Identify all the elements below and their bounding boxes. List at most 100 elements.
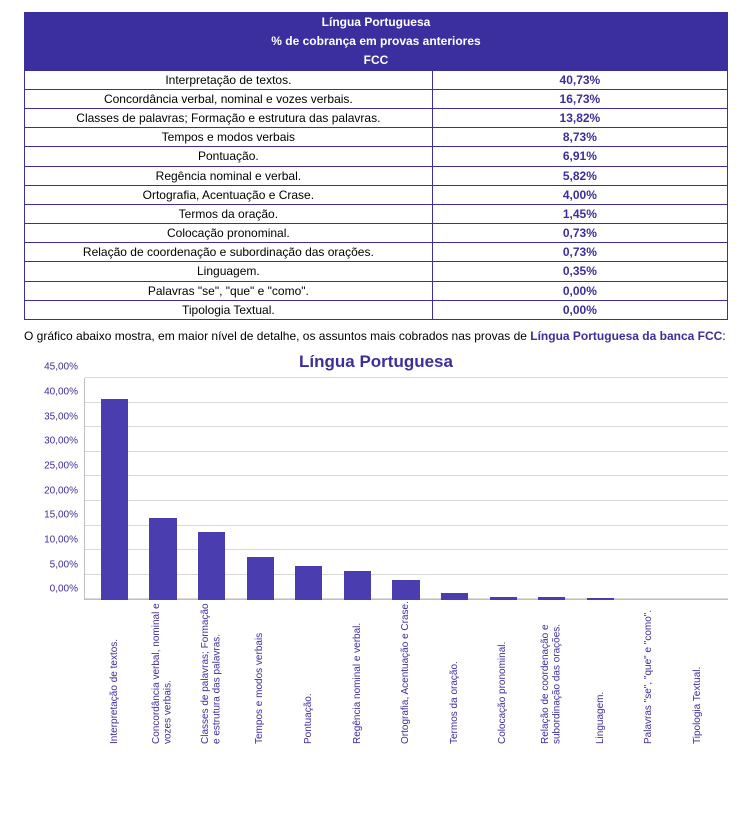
coverage-table: Língua Portuguesa % de cobrança em prova… xyxy=(24,12,728,320)
chart-bar-slot xyxy=(625,378,674,600)
table-header-3: FCC xyxy=(25,51,728,70)
chart-x-label-slot: Colocação pronominal. xyxy=(479,600,528,750)
table-row: Linguagem.0,35% xyxy=(25,262,728,281)
chart-plot-area: 0,00%5,00%10,00%15,00%20,00%25,00%30,00%… xyxy=(84,378,728,600)
table-header-1: Língua Portuguesa xyxy=(25,13,728,32)
table-cell-topic: Interpretação de textos. xyxy=(25,70,433,89)
chart-y-label: 15,00% xyxy=(44,510,84,521)
table-row: Termos da oração.1,45% xyxy=(25,204,728,223)
table-row: Palavras "se", "que" e "como".0,00% xyxy=(25,281,728,300)
chart-bar-slot xyxy=(139,378,188,600)
caption-pre: O gráfico abaixo mostra, em maior nível … xyxy=(24,329,530,343)
table-row: Concordância verbal, nominal e vozes ver… xyxy=(25,89,728,108)
chart-bar-slot xyxy=(382,378,431,600)
chart-x-label: Regência nominal e verbal. xyxy=(352,600,364,750)
chart-y-label: 10,00% xyxy=(44,534,84,545)
table-cell-topic: Tempos e modos verbais xyxy=(25,128,433,147)
chart-bar-slot xyxy=(333,378,382,600)
table-cell-value: 4,00% xyxy=(432,185,727,204)
table-cell-topic: Linguagem. xyxy=(25,262,433,281)
chart-x-label-slot: Palavras "se", "que" e "como". xyxy=(625,600,674,750)
table-cell-value: 0,73% xyxy=(432,224,727,243)
chart-y-label: 30,00% xyxy=(44,436,84,447)
table-cell-value: 40,73% xyxy=(432,70,727,89)
table-row: Tempos e modos verbais8,73% xyxy=(25,128,728,147)
chart-x-label: Pontuação. xyxy=(303,600,315,750)
chart-x-label: Tipologia Textual. xyxy=(692,600,704,750)
table-cell-value: 0,00% xyxy=(432,281,727,300)
chart-x-label: Classes de palavras; Formação e estrutur… xyxy=(200,600,223,750)
chart-bar-slot xyxy=(90,378,139,600)
table-cell-topic: Termos da oração. xyxy=(25,204,433,223)
table-cell-topic: Ortografia, Acentuação e Crase. xyxy=(25,185,433,204)
chart-bar xyxy=(295,566,322,600)
chart-bar xyxy=(149,518,176,601)
chart-bar xyxy=(344,571,371,600)
table-cell-value: 16,73% xyxy=(432,89,727,108)
chart-bar-slot xyxy=(284,378,333,600)
chart-x-label: Colocação pronominal. xyxy=(497,600,509,750)
chart-bar-slot xyxy=(236,378,285,600)
table-row: Pontuação.6,91% xyxy=(25,147,728,166)
table-header-2: % de cobrança em provas anteriores xyxy=(25,32,728,51)
table-row: Tipologia Textual.0,00% xyxy=(25,300,728,319)
chart-bar xyxy=(198,532,225,600)
chart-x-label-slot: Ortografia, Acentuação e Crase. xyxy=(382,600,431,750)
chart-bar xyxy=(101,399,128,600)
table-row: Ortografia, Acentuação e Crase.4,00% xyxy=(25,185,728,204)
chart-x-label-slot: Regência nominal e verbal. xyxy=(333,600,382,750)
chart-x-label: Termos da oração. xyxy=(449,600,461,750)
table-cell-topic: Pontuação. xyxy=(25,147,433,166)
table-row: Regência nominal e verbal.5,82% xyxy=(25,166,728,185)
chart-y-label: 40,00% xyxy=(44,386,84,397)
chart-x-label: Ortografia, Acentuação e Crase. xyxy=(400,600,412,750)
table-cell-value: 0,35% xyxy=(432,262,727,281)
chart-x-label: Concordância verbal, nominal e vozes ver… xyxy=(151,600,174,750)
chart-bar-slot xyxy=(576,378,625,600)
chart-bar-slot xyxy=(673,378,722,600)
chart-y-label: 20,00% xyxy=(44,485,84,496)
chart-x-label: Tempos e modos verbais xyxy=(254,600,266,750)
table-cell-topic: Palavras "se", "que" e "como". xyxy=(25,281,433,300)
table-cell-value: 8,73% xyxy=(432,128,727,147)
chart-x-label-slot: Concordância verbal, nominal e vozes ver… xyxy=(139,600,188,750)
chart-title: Língua Portuguesa xyxy=(24,352,728,372)
table-row: Relação de coordenação e subordinação da… xyxy=(25,243,728,262)
chart-bar-slot xyxy=(187,378,236,600)
chart-y-label: 45,00% xyxy=(44,362,84,373)
table-body: Interpretação de textos.40,73%Concordânc… xyxy=(25,70,728,319)
table-cell-value: 5,82% xyxy=(432,166,727,185)
table-cell-value: 6,91% xyxy=(432,147,727,166)
caption-post: : xyxy=(722,329,725,343)
chart-x-label-slot: Pontuação. xyxy=(284,600,333,750)
caption-highlight: Língua Portuguesa da banca FCC xyxy=(530,329,722,343)
chart-y-label: 35,00% xyxy=(44,411,84,422)
table-cell-topic: Colocação pronominal. xyxy=(25,224,433,243)
chart-x-label-slot: Tempos e modos verbais xyxy=(236,600,285,750)
table-cell-topic: Relação de coordenação e subordinação da… xyxy=(25,243,433,262)
chart-y-label: 5,00% xyxy=(50,559,84,570)
table-row: Classes de palavras; Formação e estrutur… xyxy=(25,108,728,127)
chart-x-label-slot: Termos da oração. xyxy=(430,600,479,750)
table-cell-topic: Concordância verbal, nominal e vozes ver… xyxy=(25,89,433,108)
table-cell-topic: Regência nominal e verbal. xyxy=(25,166,433,185)
chart-x-labels: Interpretação de textos. Concordância ver… xyxy=(84,600,728,750)
chart-x-label-slot: Interpretação de textos. xyxy=(90,600,139,750)
chart-bar-slot xyxy=(479,378,528,600)
caption-text: O gráfico abaixo mostra, em maior nível … xyxy=(24,328,728,344)
table-cell-topic: Classes de palavras; Formação e estrutur… xyxy=(25,108,433,127)
table-cell-value: 1,45% xyxy=(432,204,727,223)
chart-bars xyxy=(84,378,728,600)
chart-x-label-slot: Linguagem. xyxy=(576,600,625,750)
chart-x-label: Palavras "se", "que" e "como". xyxy=(643,600,655,750)
chart-container: 0,00%5,00%10,00%15,00%20,00%25,00%30,00%… xyxy=(24,378,728,750)
chart-x-label-slot: Relação de coordenação e subordinação da… xyxy=(527,600,576,750)
table-row: Interpretação de textos.40,73% xyxy=(25,70,728,89)
chart-bar xyxy=(392,580,419,600)
table-cell-value: 0,73% xyxy=(432,243,727,262)
table-row: Colocação pronominal.0,73% xyxy=(25,224,728,243)
table-cell-value: 0,00% xyxy=(432,300,727,319)
chart-x-label: Linguagem. xyxy=(595,600,607,750)
chart-y-label: 25,00% xyxy=(44,460,84,471)
chart-x-label: Relação de coordenação e subordinação da… xyxy=(540,600,563,750)
